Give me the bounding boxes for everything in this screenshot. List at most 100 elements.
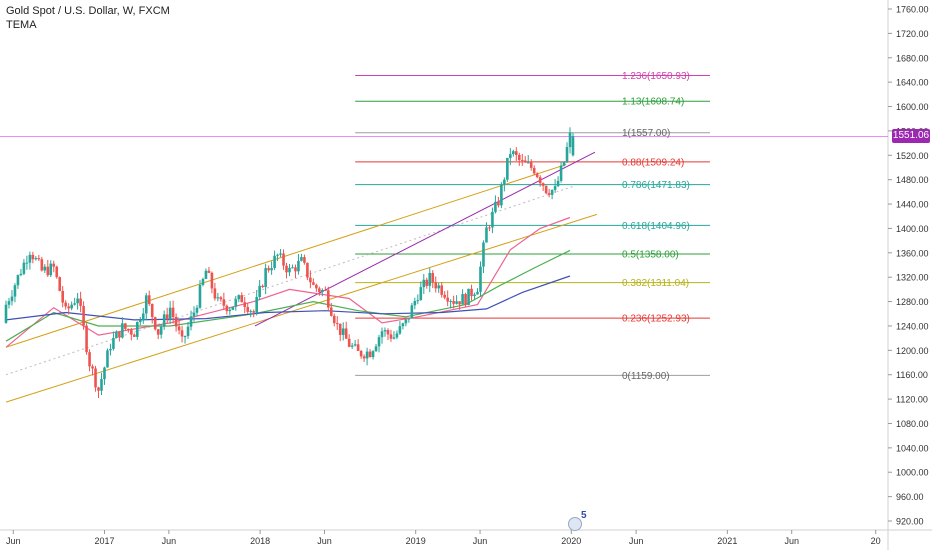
fib-level-label: 0.786(1471.83) [622,180,690,191]
candle-up [565,147,569,162]
price-tick-label: 1440.00 [896,200,929,210]
candle-up [237,295,241,300]
candle-down [52,263,56,267]
candle-up [273,255,276,269]
candle-down [529,162,533,168]
candle-up [506,157,509,180]
time-tick-label: 2020 [561,536,581,546]
candle-down [315,284,318,289]
price-tick-label: 960.00 [896,492,924,502]
fib-level-label: 0.382(1311.04) [622,278,689,289]
candle-up [204,270,208,279]
candle-up [383,330,387,332]
candle-down [130,330,133,335]
candle-down [64,302,67,307]
moving-average-line-3 [5,275,571,321]
candle-down [180,330,184,337]
candle-up [76,298,79,304]
candle-down [470,288,473,297]
candle-down [324,289,327,291]
candle-down [285,265,288,273]
candle-down [335,323,339,325]
candle-down [246,307,250,312]
tradingview-logo[interactable]: 5 [564,510,590,532]
fib-level-label: 0.618(1404.96) [622,221,690,232]
candle-down [177,326,181,331]
moving-average-line-2 [5,249,571,342]
candle-up [341,328,345,335]
candle-down [326,290,330,308]
candle-up [13,285,17,297]
candle-up [485,227,488,243]
candle-down [85,325,88,353]
candle-down [94,368,97,388]
candle-down [368,351,372,358]
candle-up [288,267,291,273]
candle-down [464,294,467,305]
fib-level-label: 1(1557.00) [622,128,670,139]
time-tick-label: 20 [871,536,881,546]
candle-down [458,301,461,305]
candle-up [22,262,26,274]
time-tick-label: 2021 [717,536,737,546]
candle-up [461,294,464,305]
candle-down [282,253,285,266]
candle-up [7,301,11,305]
candle-up [186,326,190,337]
candle-down [312,282,315,285]
candle-up [550,189,554,195]
candle-up [562,161,566,166]
candle-up [264,268,267,288]
fib-level-label: 1.13(1608.74) [622,97,684,108]
candle-up [509,154,512,158]
candle-up [371,351,375,358]
candle-up [413,301,417,306]
candle-up [300,257,303,261]
candle-up [231,306,235,310]
candle-up [365,351,369,359]
candle-down [425,279,429,286]
candle-up [198,284,202,308]
candle-up [189,316,193,327]
logo-badge-number: 5 [581,510,587,521]
time-tick-label: Jun [784,536,799,546]
candle-up [556,180,560,187]
time-tick-label: 2018 [250,536,270,546]
candle-down [541,183,545,186]
price-tick-label: 1520.00 [896,151,929,161]
candle-down [535,173,539,178]
moving-average-line-1 [5,216,571,348]
candle-down [82,305,85,326]
candle-up [279,253,282,255]
channel-mid-dotted-line [5,185,576,376]
candle-down [431,272,435,283]
candle-down [359,350,363,357]
candle-up [112,337,115,349]
candle-up [392,337,396,339]
last-price-badge: 1551.06 [892,129,930,143]
candle-down [488,227,491,229]
candle-down [362,356,366,359]
candle-down [267,268,270,271]
candle-up [512,151,515,155]
candle-down [58,277,62,291]
candle-up [404,319,408,324]
candle-down [124,323,127,329]
candle-up [109,348,112,351]
channel-upper-line [5,163,567,348]
candle-down [37,258,41,260]
candle-up [291,267,294,269]
candle-up [10,296,14,302]
candle-down [61,290,64,303]
candle-down [347,338,351,347]
candle-up [201,278,205,285]
candle-up [428,272,432,286]
candle-up [455,301,458,304]
candle-down [171,307,175,318]
candle-up [416,300,420,302]
candle-down [386,330,390,335]
candle-down [147,295,151,304]
candle-up [353,344,357,346]
